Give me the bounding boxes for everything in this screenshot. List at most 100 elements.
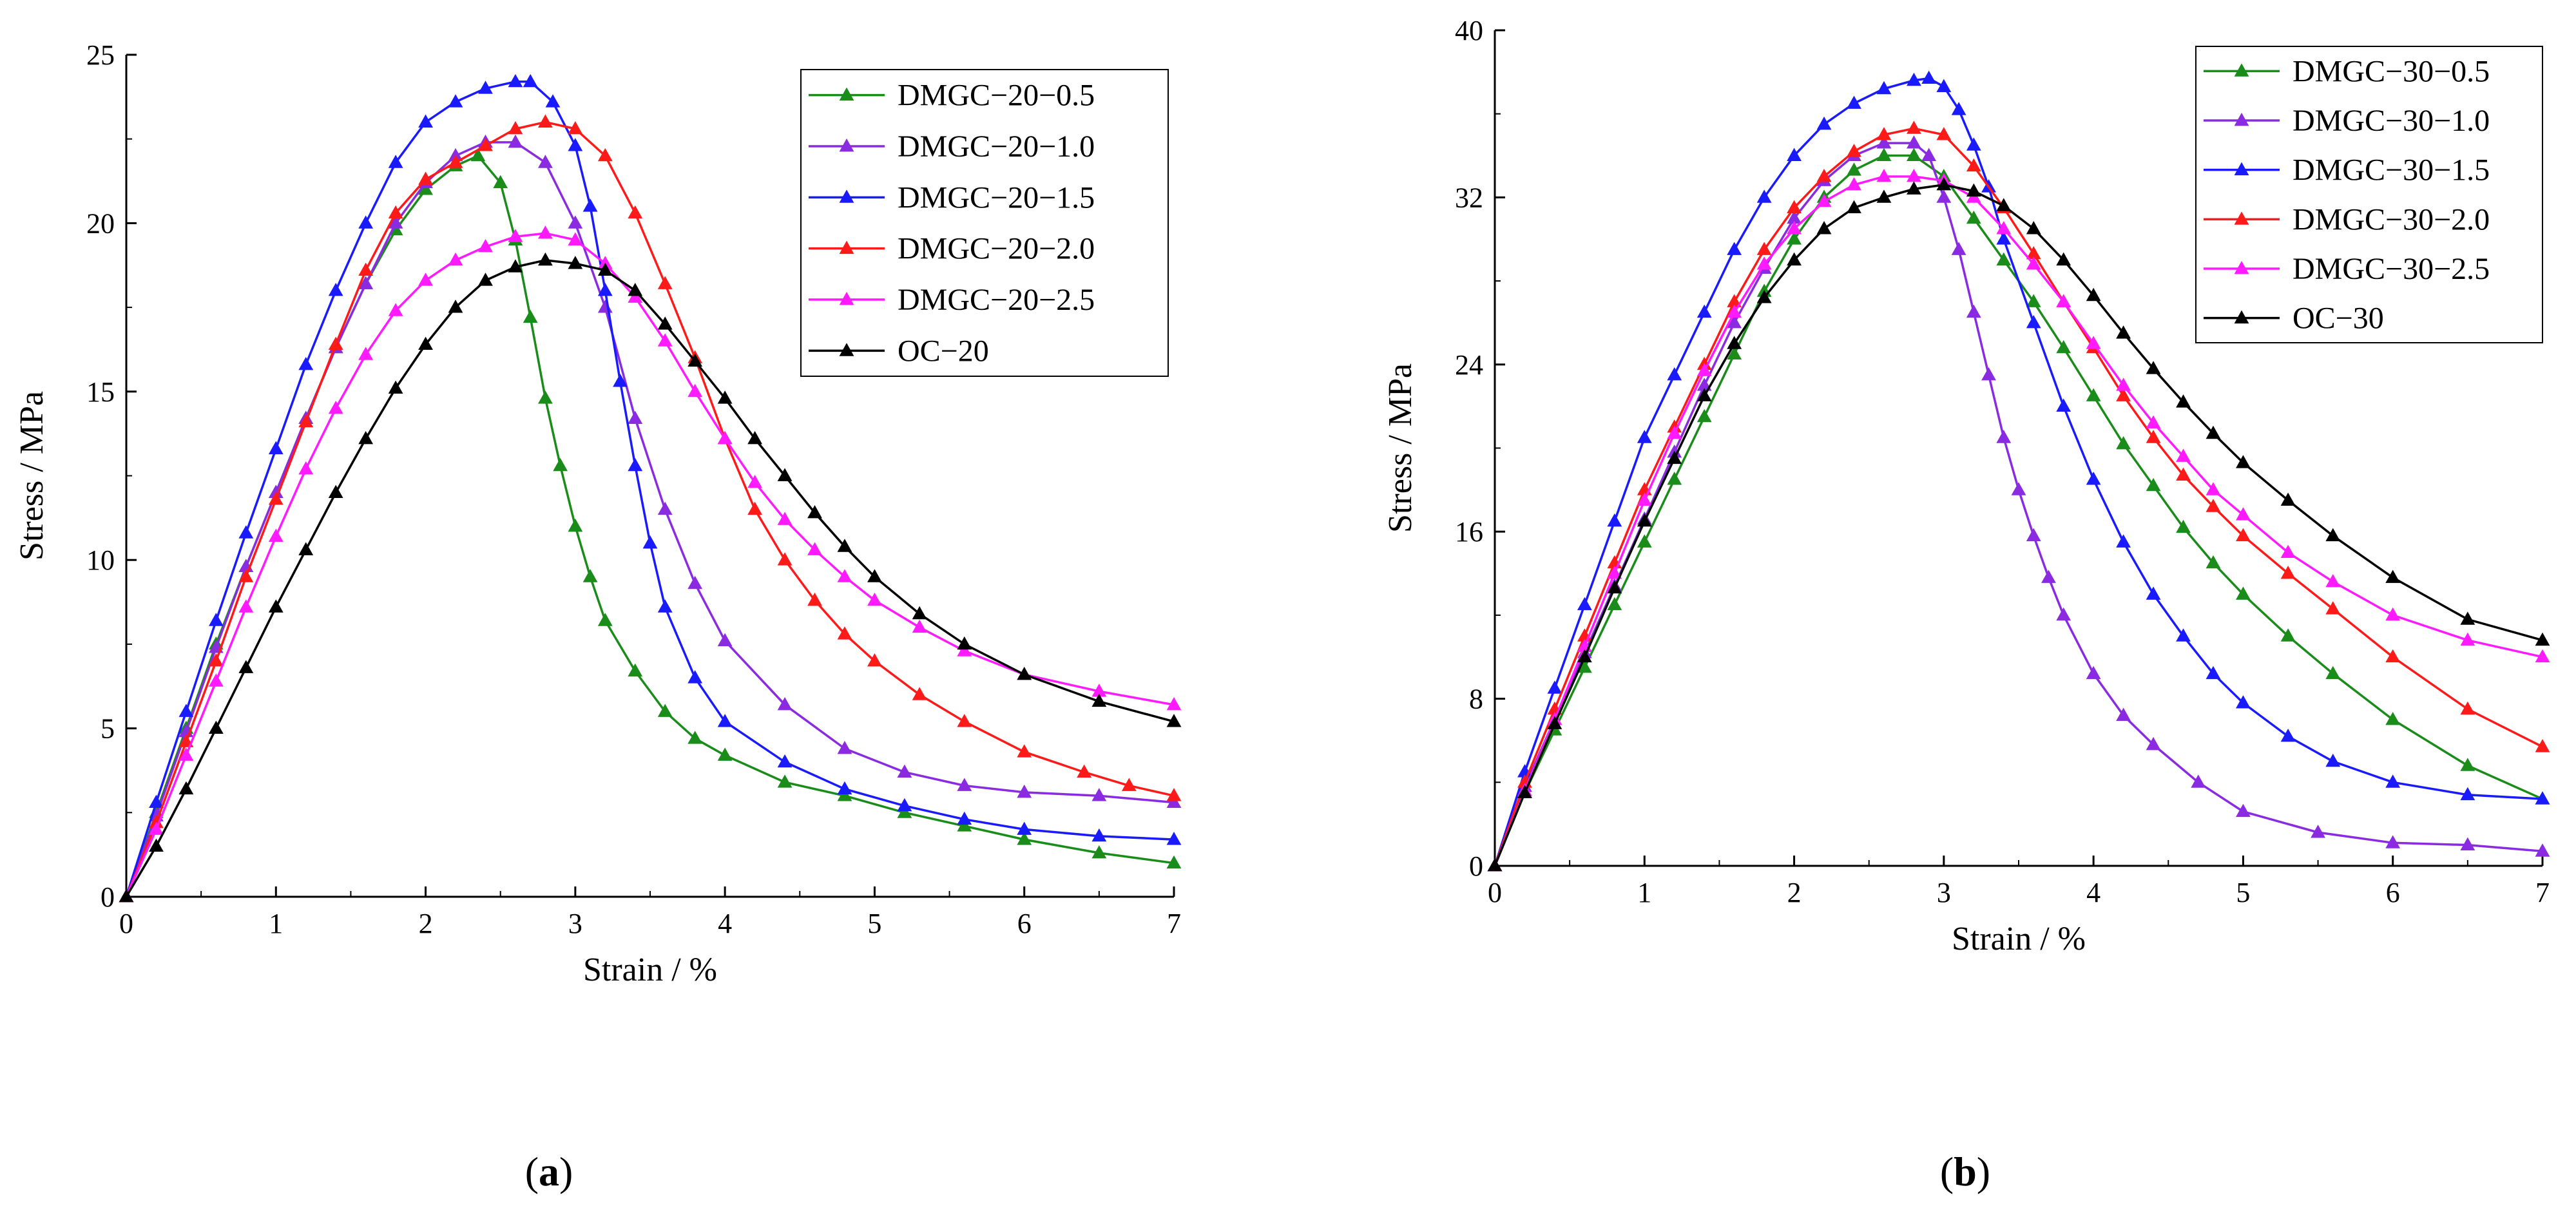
legend-entry: DMGC−30−2.5 [2292, 252, 2490, 286]
data-point [957, 643, 972, 656]
data-point [747, 501, 762, 515]
data-point [597, 300, 613, 313]
data-point [1847, 162, 1861, 176]
data-point [568, 232, 583, 245]
y-tick-label: 0 [101, 881, 115, 913]
data-point [448, 300, 463, 313]
legend-entry: DMGC−30−1.5 [2292, 153, 2490, 187]
data-point [388, 205, 403, 219]
data-point [867, 569, 882, 582]
data-point [717, 747, 733, 761]
legend-entry: DMGC−20−1.0 [898, 129, 1095, 164]
y-tick-label: 8 [1469, 684, 1483, 715]
series-2 [119, 73, 1182, 903]
legend-swatch-marker [2234, 310, 2249, 324]
y-axis-title: Stress / MPa [14, 391, 50, 560]
data-point [837, 788, 852, 801]
data-point [777, 774, 793, 788]
data-point [538, 390, 553, 404]
data-point [1577, 659, 1592, 673]
data-point [2026, 256, 2041, 270]
data-point [2325, 574, 2341, 588]
data-point [2460, 701, 2475, 715]
data-point [2236, 507, 2251, 521]
data-point [1727, 304, 1742, 318]
data-point [2026, 221, 2041, 235]
data-point [1787, 252, 1802, 266]
data-point [1637, 513, 1652, 527]
data-point [657, 599, 673, 613]
data-point [1637, 430, 1652, 443]
data-point [1966, 304, 1981, 318]
x-tick-label: 5 [2236, 877, 2250, 908]
data-point [2535, 843, 2550, 857]
data-point [642, 535, 658, 549]
data-point [2011, 482, 2026, 495]
data-point [1787, 231, 1802, 245]
data-point [208, 673, 224, 687]
data-point [2086, 287, 2101, 302]
x-tick-label: 7 [2535, 877, 2550, 908]
data-point [1017, 744, 1032, 758]
data-point [867, 653, 882, 667]
data-point [1847, 200, 1861, 214]
data-point [2535, 632, 2550, 646]
data-point [1966, 137, 1981, 151]
legend-swatch-marker [839, 87, 854, 101]
data-point [268, 484, 284, 499]
data-point [1637, 534, 1652, 548]
legend-swatch-marker [2234, 63, 2249, 77]
legend: DMGC−20−0.5 DMGC−20−1.0 DMGC−20−1.5 DMGC−20… [800, 69, 1169, 377]
data-point [418, 182, 433, 195]
data-point [657, 501, 673, 515]
data-point [1667, 367, 1682, 381]
data-point [2086, 336, 2101, 349]
data-point [2236, 803, 2251, 818]
legend-entry: DMGC−30−2.0 [2292, 202, 2490, 236]
series-line [125, 81, 1175, 897]
data-point [897, 805, 912, 818]
data-point [2056, 340, 2071, 354]
data-point [478, 238, 493, 253]
data-point [2146, 477, 2161, 492]
legend-swatch-marker [2234, 162, 2249, 176]
data-point [1787, 210, 1802, 224]
data-point [2460, 632, 2475, 646]
data-point [897, 764, 912, 778]
data-point [448, 155, 463, 168]
y-tick-label: 0 [1469, 850, 1483, 882]
data-point [1667, 472, 1682, 485]
data-point [2325, 601, 2341, 615]
data-point [478, 81, 493, 94]
data-point [1091, 828, 1107, 842]
data-point [2056, 398, 2071, 412]
series-2 [1487, 70, 2550, 872]
data-point [912, 619, 927, 633]
data-point [1517, 785, 1532, 798]
data-point [1921, 70, 1937, 84]
data-point [613, 374, 628, 387]
data-point [418, 171, 433, 185]
x-tick-label: 4 [718, 908, 732, 939]
data-point [1816, 116, 1832, 130]
data-point [1876, 127, 1892, 140]
x-tick-label: 3 [1937, 877, 1951, 908]
data-point [837, 539, 852, 552]
data-point [1996, 252, 2012, 266]
data-point [1847, 177, 1861, 191]
data-point [2460, 837, 2475, 850]
data-point [1787, 148, 1802, 161]
data-point [388, 380, 403, 394]
data-point [2191, 774, 2206, 788]
legend-swatch-marker [839, 189, 854, 203]
data-point [478, 138, 493, 151]
data-point [1017, 832, 1032, 845]
data-point [1017, 821, 1032, 835]
data-point [2236, 586, 2251, 600]
legend-swatch-marker [839, 240, 854, 254]
data-point [687, 353, 703, 367]
data-point [777, 697, 793, 711]
data-point [657, 704, 673, 717]
data-point [388, 155, 403, 168]
